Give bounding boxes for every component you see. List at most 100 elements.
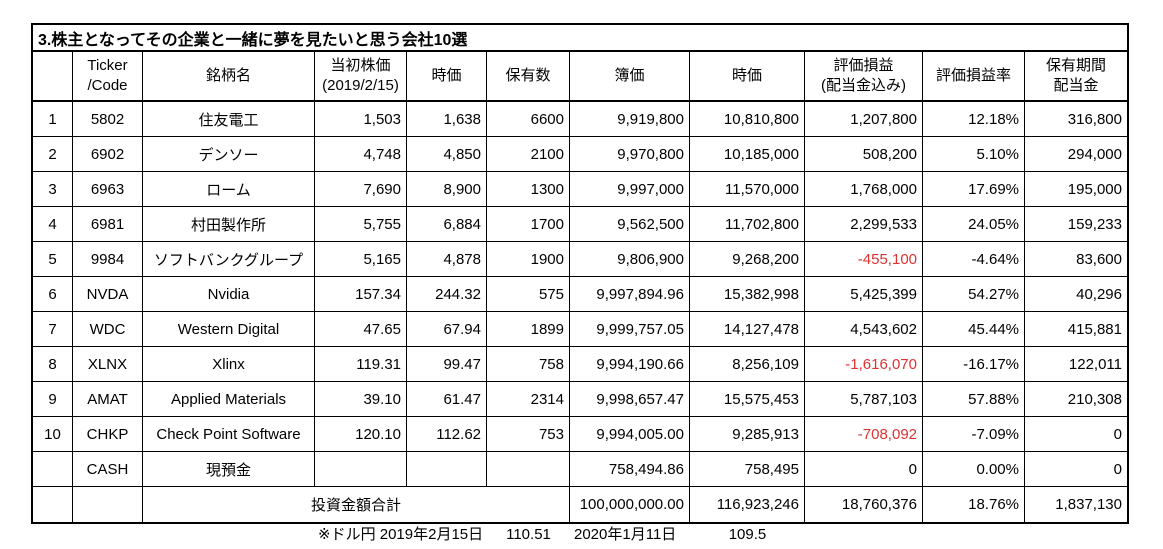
cell-stock-name: Nvidia: [143, 277, 315, 312]
cell-row-number: 8: [33, 347, 73, 382]
cell-ticker: AMAT: [73, 382, 143, 417]
header-market-value: 時価: [690, 52, 805, 102]
header-valuation-pl-line2: (配当金込み): [821, 77, 906, 94]
cell-row-number: 1: [33, 102, 73, 137]
cell-dividends: 122,011: [1025, 347, 1127, 382]
cell-holdings: 753: [487, 417, 570, 452]
table-row: 5 9984 ソフトバンクグループ 5,165 4,878 1900 9,806…: [33, 242, 1127, 277]
cell-valuation-pl: 508,200: [805, 137, 923, 172]
cell-row-number: 2: [33, 137, 73, 172]
footnote-usdjpy-2019-label: ※ドル円 2019年2月15日: [318, 526, 484, 543]
cell-dividends: 294,000: [1025, 137, 1127, 172]
cell-holdings: 1899: [487, 312, 570, 347]
cell-stock-name: ローム: [143, 172, 315, 207]
cell-pl-rate: 17.69%: [923, 172, 1025, 207]
total-empty-2: [73, 487, 143, 522]
header-valuation-pl-line1: 評価損益: [833, 56, 894, 74]
cash-pl-rate: 0.00%: [923, 452, 1025, 487]
cell-book-value: 9,806,900: [570, 242, 690, 277]
cell-dividends: 195,000: [1025, 172, 1127, 207]
cell-pl-rate: 24.05%: [923, 207, 1025, 242]
table-row: 7 WDC Western Digital 47.65 67.94 1899 9…: [33, 312, 1127, 347]
cell-initial-price: 4,748: [315, 137, 407, 172]
cell-valuation-pl: 4,543,602: [805, 312, 923, 347]
table-row: 8 XLNX Xlinx 119.31 99.47 758 9,994,190.…: [33, 347, 1127, 382]
header-valuation-pl: 評価損益 (配当金込み): [805, 52, 923, 102]
cell-row-number: 4: [33, 207, 73, 242]
footnote-usdjpy-2020-rate: 109.5: [728, 526, 767, 543]
cell-holdings: 575: [487, 277, 570, 312]
cell-current-price: 6,884: [407, 207, 487, 242]
cell-row-number: 10: [33, 417, 73, 452]
header-stock-name: 銘柄名: [143, 52, 315, 102]
total-valuation-pl: 18,760,376: [805, 487, 923, 522]
cell-stock-name: 村田製作所: [143, 207, 315, 242]
header-holding-dividends-line1: 保有期間: [1045, 56, 1106, 74]
header-ticker-line1: Ticker: [87, 56, 128, 74]
total-book-value: 100,000,000.00: [570, 487, 690, 522]
cell-initial-price: 120.10: [315, 417, 407, 452]
cell-book-value: 9,994,190.66: [570, 347, 690, 382]
header-pl-rate: 評価損益率: [923, 52, 1025, 102]
cell-ticker: 9984: [73, 242, 143, 277]
cell-stock-name: 住友電工: [143, 102, 315, 137]
cell-pl-rate: 12.18%: [923, 102, 1025, 137]
portfolio-table: 3.株主となってその企業と一緒に夢を見たいと思う会社10選 Ticker /Co…: [31, 23, 1129, 524]
header-book-value: 簿価: [570, 52, 690, 102]
cell-market-value: 11,702,800: [690, 207, 805, 242]
cell-stock-name: デンソー: [143, 137, 315, 172]
total-label: 投資金額合計: [143, 487, 570, 522]
cell-ticker: CHKP: [73, 417, 143, 452]
cell-current-price: 112.62: [407, 417, 487, 452]
cell-current-price: 4,850: [407, 137, 487, 172]
cell-stock-name: Check Point Software: [143, 417, 315, 452]
header-initial-price-line1: 当初株価: [330, 56, 391, 74]
cell-valuation-pl: -708,092: [805, 417, 923, 452]
cell-current-price: 8,900: [407, 172, 487, 207]
cell-holdings: 1900: [487, 242, 570, 277]
cell-holdings: 1300: [487, 172, 570, 207]
cell-holdings: 6600: [487, 102, 570, 137]
cell-current-price: 4,878: [407, 242, 487, 277]
table-row: 4 6981 村田製作所 5,755 6,884 1700 9,562,500 …: [33, 207, 1127, 242]
exchange-rate-footnote: ※ドル円 2019年2月15日 110.51 2020年1月11日 109.5: [33, 526, 1127, 544]
cell-ticker: 6963: [73, 172, 143, 207]
cash-market-value: 758,495: [690, 452, 805, 487]
cell-valuation-pl: 1,768,000: [805, 172, 923, 207]
table-row: 2 6902 デンソー 4,748 4,850 2100 9,970,800 1…: [33, 137, 1127, 172]
cell-stock-name: Applied Materials: [143, 382, 315, 417]
cell-initial-price: 5,165: [315, 242, 407, 277]
cash-current-price: [407, 452, 487, 487]
table-row: 3 6963 ローム 7,690 8,900 1300 9,997,000 11…: [33, 172, 1127, 207]
total-dividends: 1,837,130: [1055, 496, 1122, 513]
cell-pl-rate: 45.44%: [923, 312, 1025, 347]
cell-holdings: 758: [487, 347, 570, 382]
cell-current-price: 99.47: [407, 347, 487, 382]
cell-row-number: 3: [33, 172, 73, 207]
cell-valuation-pl: 2,299,533: [805, 207, 923, 242]
cell-initial-price: 119.31: [315, 347, 407, 382]
header-initial-price-line2: (2019/2/15): [322, 77, 399, 94]
total-empty-1: [33, 487, 73, 522]
cell-current-price: 67.94: [407, 312, 487, 347]
cell-ticker: 6981: [73, 207, 143, 242]
cell-stock-name: ソフトバンクグループ: [143, 242, 315, 277]
cell-dividends: 83,600: [1025, 242, 1127, 277]
header-initial-price: 当初株価 (2019/2/15): [315, 52, 407, 102]
cash-row-number: [33, 452, 73, 487]
cell-initial-price: 7,690: [315, 172, 407, 207]
cell-dividends: 210,308: [1025, 382, 1127, 417]
cell-pl-rate: -7.09%: [923, 417, 1025, 452]
table-row: 1 5802 住友電工 1,503 1,638 6600 9,919,800 1…: [33, 102, 1127, 137]
cell-valuation-pl: -455,100: [805, 242, 923, 277]
total-row: 投資金額合計 100,000,000.00 116,923,246 18,760…: [33, 487, 1127, 522]
footnote-usdjpy-2019-rate: 110.51: [506, 526, 551, 543]
cell-valuation-pl: 5,787,103: [805, 382, 923, 417]
cell-market-value: 15,575,453: [690, 382, 805, 417]
cell-stock-name: Xlinx: [143, 347, 315, 382]
cash-row: CASH 現預金 758,494.86 758,495 0 0.00% 0: [33, 452, 1127, 487]
cell-book-value: 9,919,800: [570, 102, 690, 137]
cell-dividends: 316,800: [1025, 102, 1127, 137]
cell-pl-rate: 5.10%: [923, 137, 1025, 172]
cell-dividends: 159,233: [1025, 207, 1127, 242]
